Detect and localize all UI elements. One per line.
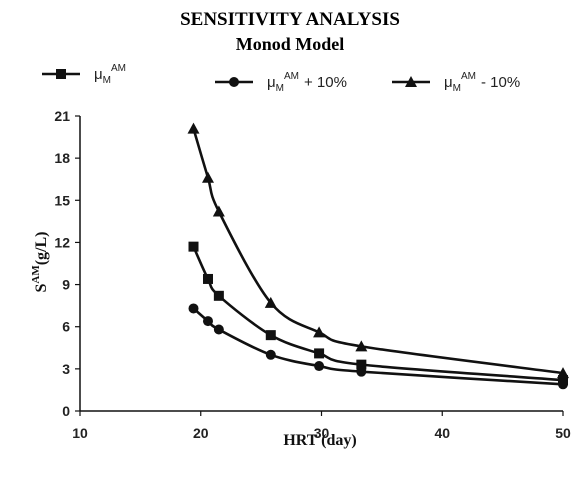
legend-sup: AM [461, 71, 476, 82]
y-tick-label: 18 [54, 150, 70, 166]
legend-main: μ [444, 74, 453, 91]
y-tick-label: 15 [54, 192, 70, 208]
legend-sup: AM [111, 63, 126, 74]
y-axis-label-unit: (g/L) [33, 231, 50, 265]
data-point-circle [356, 366, 367, 377]
data-point-square [265, 330, 276, 341]
legend-sub: M [276, 83, 284, 94]
data-point-circle [188, 303, 199, 314]
legend-item-square: μMAM [42, 63, 126, 86]
y-tick-label: 0 [62, 403, 70, 419]
legend-marker-circle [229, 77, 239, 87]
chart-subtitle: Monod Model [236, 34, 345, 54]
legend-sub: M [453, 83, 461, 94]
legend-item-triangle: μMAM - 10% [392, 71, 520, 94]
legend-item-circle: μMAM + 10% [215, 71, 347, 94]
data-point-square [188, 241, 199, 252]
data-point-square [202, 273, 213, 284]
y-tick-label: 6 [62, 319, 70, 335]
axes: 0 3 6 9 12 15 18 21 10 20 30 40 50 [54, 108, 571, 441]
data-point-circle [213, 324, 224, 335]
data-point-circle [314, 361, 325, 372]
data-point-square [356, 359, 367, 370]
data-point-triangle [557, 367, 569, 379]
data-point-triangle [212, 205, 225, 217]
x-axis-label: HRT (day) [283, 432, 356, 449]
x-tick-label: 50 [555, 425, 571, 441]
legend-main: μ [267, 74, 276, 91]
y-tick-label: 21 [54, 108, 70, 124]
y-axis-label-base: S [33, 284, 50, 293]
legend-label: μMAM + 10% [267, 71, 347, 94]
x-tick-label: 20 [193, 425, 209, 441]
legend-sub: M [103, 75, 111, 86]
data-point-square [213, 290, 224, 301]
data-point-circle [202, 316, 213, 327]
y-tick-label: 9 [62, 277, 70, 293]
chart-title: SENSITIVITY ANALYSIS [180, 9, 400, 30]
data-point-triangle [355, 340, 368, 352]
y-axis-label-sup: AM [30, 265, 42, 284]
legend-suffix: + 10% [304, 74, 347, 91]
legend-label: μMAM - 10% [444, 71, 520, 94]
data-point-triangle [264, 296, 277, 308]
legend-marker-triangle [405, 76, 417, 87]
data-point-circle [558, 379, 568, 390]
series-layer [187, 122, 569, 390]
series-circle [188, 303, 568, 390]
x-tick-label: 30 [314, 425, 330, 441]
y-tick-label: 12 [54, 234, 70, 250]
data-point-square [314, 348, 325, 359]
legend-label: μMAM [94, 63, 126, 86]
legend-main: μ [94, 66, 103, 83]
data-point-circle [265, 349, 276, 360]
data-point-triangle [201, 171, 214, 183]
series-triangle [187, 122, 569, 379]
x-tick-label: 40 [434, 425, 450, 441]
legend-suffix: - 10% [481, 74, 520, 91]
series-line [192, 128, 564, 375]
legend-marker-square [56, 69, 66, 79]
legend-sup: AM [284, 71, 299, 82]
data-point-triangle [313, 326, 326, 338]
y-tick-label: 3 [62, 361, 70, 377]
x-tick-label: 10 [72, 425, 88, 441]
data-point-triangle [187, 122, 200, 134]
y-axis-label: SAM(g/L) [30, 231, 50, 292]
